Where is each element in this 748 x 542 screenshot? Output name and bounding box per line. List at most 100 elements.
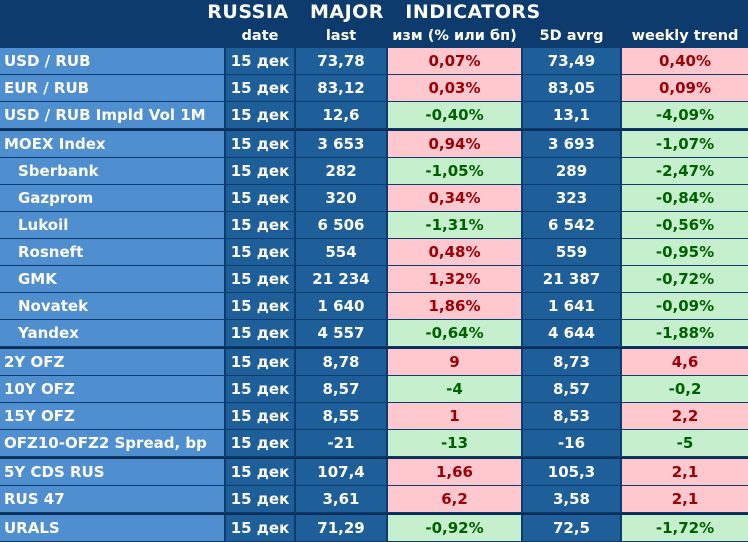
date-cell: 15 дек [226,48,294,74]
table-row: MOEX Index 15 дек 3 653 0,94% 3 693 -1,07% [0,131,748,158]
last-value-cell: 3 653 [296,131,386,157]
table-row: GMK 15 дек 21 234 1,32% 21 387 -0,72% [0,266,748,293]
table-row: OFZ10-OFZ2 Spread, bp 15 дек -21 -13 -16 -5 [0,430,748,457]
last-value-cell: 320 [296,185,386,211]
five-day-avg-cell: 289 [523,158,620,184]
weekly-trend-cell: 2,1 [622,459,748,485]
indicator-name: GMK [0,266,224,292]
indicator-name: MOEX Index [0,131,224,157]
group-separator [0,513,748,515]
last-value-cell: 8,55 [296,403,386,429]
change-cell: -1,31% [388,212,521,238]
date-cell: 15 дек [226,158,294,184]
five-day-avg-cell: 21 387 [523,266,620,292]
change-cell: 6,2 [388,486,521,512]
table-row: Gazprom 15 дек 320 0,34% 323 -0,84% [0,185,748,212]
change-cell: -13 [388,430,521,456]
five-day-avg-cell: 6 542 [523,212,620,238]
last-value-cell: 6 506 [296,212,386,238]
weekly-trend-cell: -0,72% [622,266,748,292]
date-cell: 15 дек [226,131,294,157]
indicator-name: EUR / RUB [0,75,224,101]
table-title: RUSSIA MAJOR INDICATORS [207,1,541,23]
weekly-trend-cell: 4,6 [622,349,748,375]
indicator-name: 2Y OFZ [0,349,224,375]
table-row: EUR / RUB 15 дек 83,12 0,03% 83,05 0,09% [0,75,748,102]
five-day-avg-cell: 3 693 [523,131,620,157]
change-cell: 0,07% [388,48,521,74]
group-separator [0,129,748,131]
five-day-avg-cell: 8,53 [523,403,620,429]
five-day-avg-cell: 559 [523,239,620,265]
last-value-cell: 8,78 [296,349,386,375]
group-separator [0,347,748,349]
change-cell: 9 [388,349,521,375]
change-cell: 1 [388,403,521,429]
five-day-avg-cell: 8,73 [523,349,620,375]
indicator-name: Gazprom [0,185,224,211]
date-cell: 15 дек [226,486,294,512]
indicator-name: 15Y OFZ [0,403,224,429]
indicator-name: RUS 47 [0,486,224,512]
date-cell: 15 дек [226,459,294,485]
last-value-cell: -21 [296,430,386,456]
change-cell: 1,32% [388,266,521,292]
last-value-cell: 71,29 [296,515,386,541]
weekly-trend-cell: 2,1 [622,486,748,512]
weekly-trend-cell: -0,95% [622,239,748,265]
table-row: Rosneft 15 дек 554 0,48% 559 -0,95% [0,239,748,266]
table-row: Novatek 15 дек 1 640 1,86% 1 641 -0,09% [0,293,748,320]
weekly-trend-cell: 0,40% [622,48,748,74]
indicator-name: OFZ10-OFZ2 Spread, bp [0,430,224,456]
five-day-avg-cell: 105,3 [523,459,620,485]
last-value-cell: 12,6 [296,102,386,128]
five-day-avg-cell: 13,1 [523,102,620,128]
date-cell: 15 дек [226,212,294,238]
date-cell: 15 дек [226,185,294,211]
table-row: RUS 47 15 дек 3,61 6,2 3,58 2,1 [0,486,748,513]
weekly-trend-cell: -5 [622,430,748,456]
change-cell: -4 [388,376,521,402]
last-value-cell: 3,61 [296,486,386,512]
indicator-name: Lukoil [0,212,224,238]
weekly-trend-cell: -1,07% [622,131,748,157]
header-weekly-trend: weekly trend [631,28,739,44]
weekly-trend-cell: 2,2 [622,403,748,429]
weekly-trend-cell: -0,09% [622,293,748,319]
header-date: date [241,28,279,44]
indicator-name: URALS [0,515,224,541]
weekly-trend-cell: 0,09% [622,75,748,101]
indicator-name: 10Y OFZ [0,376,224,402]
date-cell: 15 дек [226,403,294,429]
weekly-trend-cell: -1,88% [622,320,748,346]
date-cell: 15 дек [226,293,294,319]
header-last: last [325,28,357,44]
change-cell: -1,05% [388,158,521,184]
date-cell: 15 дек [226,320,294,346]
table-row: Yandex 15 дек 4 557 -0,64% 4 644 -1,88% [0,320,748,347]
date-cell: 15 дек [226,376,294,402]
change-cell: 0,48% [388,239,521,265]
table-row: Lukoil 15 дек 6 506 -1,31% 6 542 -0,56% [0,212,748,239]
table-row: 5Y CDS RUS 15 дек 107,4 1,66 105,3 2,1 [0,459,748,486]
last-value-cell: 4 557 [296,320,386,346]
last-value-cell: 1 640 [296,293,386,319]
last-value-cell: 73,78 [296,48,386,74]
change-cell: 0,03% [388,75,521,101]
date-cell: 15 дек [226,75,294,101]
weekly-trend-cell: -1,72% [622,515,748,541]
indicator-name: USD / RUB [0,48,224,74]
indicator-name: 5Y CDS RUS [0,459,224,485]
weekly-trend-cell: -4,09% [622,102,748,128]
date-cell: 15 дек [226,266,294,292]
five-day-avg-cell: 323 [523,185,620,211]
change-cell: 1,66 [388,459,521,485]
indicator-name: Sberbank [0,158,224,184]
five-day-avg-cell: -16 [523,430,620,456]
weekly-trend-cell: -0,84% [622,185,748,211]
five-day-avg-cell: 83,05 [523,75,620,101]
change-cell: -0,92% [388,515,521,541]
change-cell: 0,94% [388,131,521,157]
indicator-name: USD / RUB Impld Vol 1M [0,102,224,128]
